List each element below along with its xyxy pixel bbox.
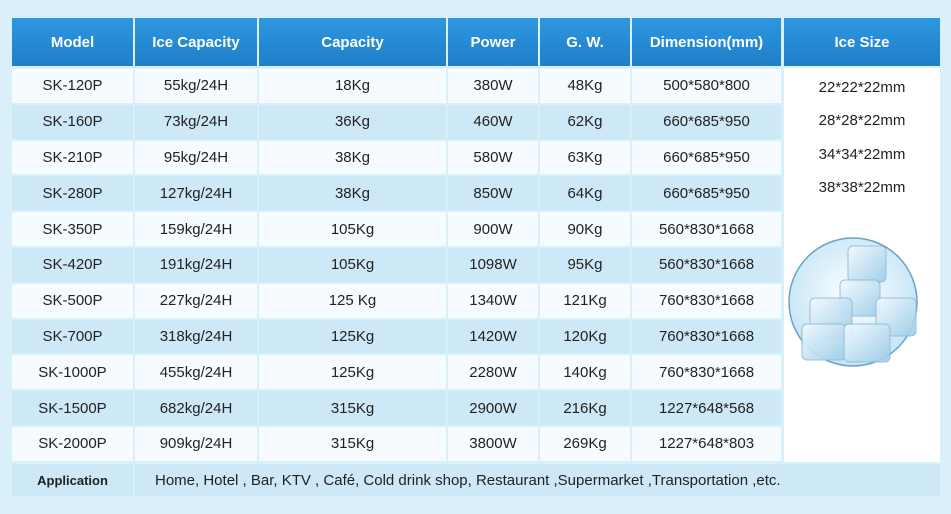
table-cell: 455kg/24H [135,355,257,390]
table-cell: 660*685*950 [632,176,781,211]
table-cell: 1098W [448,248,538,282]
table-cell: 682kg/24H [135,391,257,425]
table-cell: 500*580*800 [632,69,781,103]
table-cell: 62Kg [540,104,630,139]
table-cell: 125Kg [259,355,446,390]
table-cell: 105Kg [259,248,446,282]
table-cell: 38Kg [259,176,446,211]
header-cell: Ice Size [784,18,940,66]
table-cell: 1340W [448,283,538,318]
ice-size: 34*34*22mm [818,145,906,163]
table-cell: SK-1000P [12,355,133,390]
table-cell: 55kg/24H [135,69,257,103]
table-cell: 460W [448,104,538,139]
table-cell: 63Kg [540,140,630,175]
table-cell: SK-280P [12,176,133,211]
ice-size: 38*38*22mm [818,179,906,196]
table-cell: 216Kg [540,391,630,425]
table-cell: SK-700P [12,319,133,354]
table-cell: 269Kg [540,427,630,461]
table-cell: SK-420P [12,248,133,282]
table-cell: SK-160P [12,104,133,139]
table-cell: 73kg/24H [135,104,257,139]
table-cell: 760*830*1668 [632,283,781,318]
application-text: Home, Hotel , Bar, KTV , Café, Cold drin… [135,464,940,496]
header-cell: G. W. [540,18,630,66]
table-cell: 90Kg [540,212,630,246]
table-cell: 850W [448,176,538,211]
table-cell: 120Kg [540,319,630,354]
table-cell: 125Kg [259,319,446,354]
table-cell: SK-2000P [12,427,133,461]
table-cell: 38Kg [259,140,446,175]
table-cell: 380W [448,69,538,103]
table-cell: 660*685*950 [632,140,781,175]
ice-size: 28*28*22mm [818,112,906,129]
table-cell: SK-210P [12,140,133,175]
table-cell: SK-1500P [12,391,133,425]
ice-image [788,237,918,367]
table-cell: 2280W [448,355,538,390]
table-cell: 760*830*1668 [632,355,781,390]
table-cell: 660*685*950 [632,104,781,139]
table-cell: 36Kg [259,104,446,139]
table-cell: 909kg/24H [135,427,257,461]
table-cell: 191kg/24H [135,248,257,282]
header-cell: Capacity [259,18,446,66]
table-cell: 318kg/24H [135,319,257,354]
table-cell: 48Kg [540,69,630,103]
table-cell: 580W [448,140,538,175]
table-cell: 3800W [448,427,538,461]
table-cell: 18Kg [259,69,446,103]
table-cell: 1420W [448,319,538,354]
table-cell: 315Kg [259,427,446,461]
table-cell: 1227*648*568 [632,391,781,425]
table-cell: 315Kg [259,391,446,425]
table-cell: 560*830*1668 [632,248,781,282]
table-cell: 140Kg [540,355,630,390]
table-cell: 227kg/24H [135,283,257,318]
table-cell: 64Kg [540,176,630,211]
table-cell: SK-500P [12,283,133,318]
table-cell: 127kg/24H [135,176,257,211]
header-cell: Ice Capacity [135,18,257,66]
table-cell: 105Kg [259,212,446,246]
table-cell: 95kg/24H [135,140,257,175]
table-cell: 125 Kg [259,283,446,318]
table-cell: 900W [448,212,538,246]
table-cell: 95Kg [540,248,630,282]
ice-size: 22*22*22mm [818,78,906,96]
application-label: Application [12,464,133,496]
table-cell: 560*830*1668 [632,212,781,246]
table-cell: 159kg/24H [135,212,257,246]
table-cell: SK-350P [12,212,133,246]
table-cell: 1227*648*803 [632,427,781,461]
table-cell: 121Kg [540,283,630,318]
header-cell: Power [448,18,538,66]
header-cell: Model [12,18,133,66]
table-cell: 760*830*1668 [632,319,781,354]
table-cell: SK-120P [12,69,133,103]
table-cell: 2900W [448,391,538,425]
header-cell: Dimension(mm) [632,18,781,66]
